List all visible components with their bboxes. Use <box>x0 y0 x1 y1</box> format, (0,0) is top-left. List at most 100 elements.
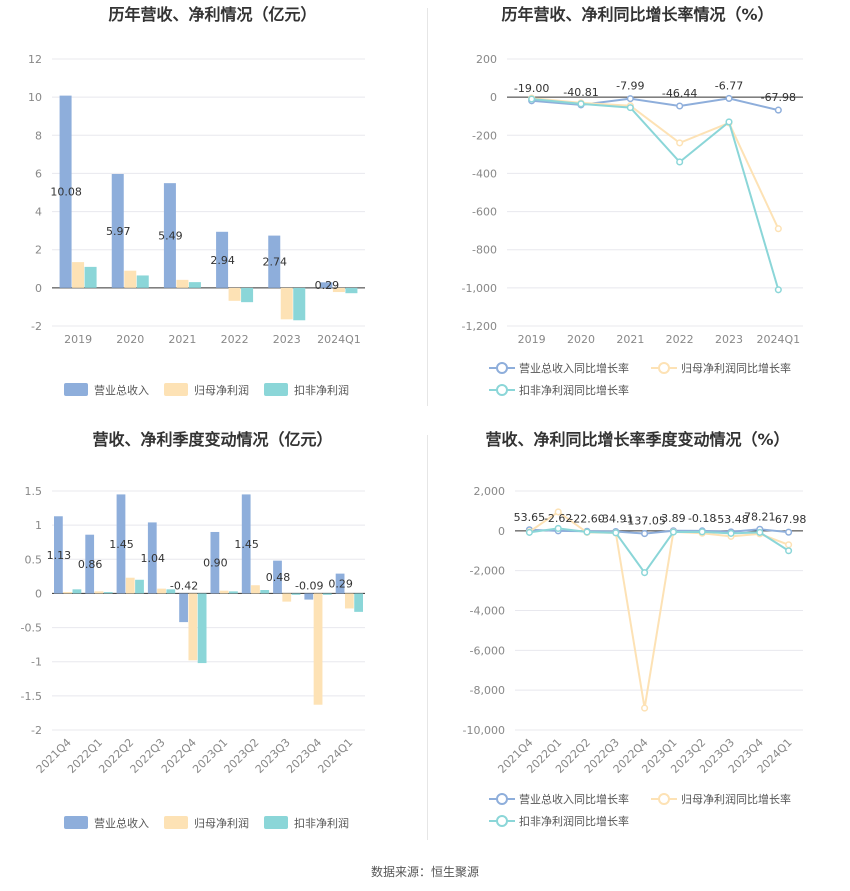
legend-label: 归母净利润同比增长率 <box>681 361 791 375</box>
chart-svg: 历年营收、净利情况（亿元） -2 0 2 4 6 8 10 12 2019 2020 2021 2022… <box>28 5 365 397</box>
x-tick-label: 2024Q1 <box>757 333 801 346</box>
bar-2 <box>354 593 363 612</box>
bar-1 <box>332 287 345 293</box>
series-point-2 <box>698 528 706 536</box>
data-label: -0.42 <box>170 579 198 592</box>
series-point-0 <box>676 102 684 110</box>
series-point-2 <box>525 528 533 536</box>
bar-2 <box>136 275 149 288</box>
data-label: -0.18 <box>688 512 716 525</box>
series-point-0 <box>785 528 793 536</box>
series-line-1 <box>528 510 789 709</box>
x-tick-label: 2020 <box>567 333 595 346</box>
y-tick-label: -800 <box>472 244 497 257</box>
legend-swatch <box>64 383 88 396</box>
legend-marker <box>496 815 508 827</box>
y-tick-label: 12 <box>28 53 42 66</box>
quarterly-revenue-profit-chart: 营收、净利季度变动情况（亿元） -2 -1.5 -1 -0.5 0 0.5 1 1.5 2021Q… <box>0 425 425 855</box>
data-label: 1.45 <box>109 538 134 551</box>
data-label: -137.05 <box>623 515 665 528</box>
series-point-0 <box>774 106 782 114</box>
y-tick-label: -2 <box>31 724 42 737</box>
series-point-2 <box>774 286 782 294</box>
x-tick-label: 2024Q1 <box>317 333 361 346</box>
bar-2 <box>197 593 207 664</box>
y-tick-label: 0 <box>35 282 42 295</box>
bar-1 <box>72 262 85 288</box>
y-tick-label: -4,000 <box>470 605 505 618</box>
data-label: 5.49 <box>158 230 183 243</box>
bar-1 <box>176 279 189 288</box>
y-tick-label: -2,000 <box>470 565 505 578</box>
bar-1 <box>63 592 73 594</box>
data-label: 0.29 <box>328 578 353 591</box>
legend-marker <box>496 362 508 374</box>
y-tick-label: -1.5 <box>21 690 42 703</box>
bar-2 <box>260 590 270 594</box>
annual-growth-rate-chart: 历年营收、净利同比增长率情况（%） -1,200 -1,000 -800 -600 -40… <box>425 0 850 410</box>
legend-marker <box>658 362 670 374</box>
y-tick-label: 1.5 <box>25 485 43 498</box>
bar-2 <box>84 266 97 288</box>
bar-2 <box>135 579 144 594</box>
bar-1 <box>94 591 104 594</box>
legend-label: 营业总收入同比增长率 <box>519 361 629 375</box>
bar-1 <box>251 585 260 594</box>
chart-svg: 营收、净利季度变动情况（亿元）-2-1.5-1-0.500.511.52021Q… <box>21 430 365 830</box>
bar-0 <box>147 522 157 594</box>
data-label: -0.09 <box>295 579 323 592</box>
data-label: 3.89 <box>661 512 686 525</box>
chart-title: 历年营收、净利同比增长率情况（%） <box>501 5 773 24</box>
series-point-2 <box>583 528 591 536</box>
data-label: -22.60 <box>569 512 604 525</box>
data-label: 1.13 <box>47 549 72 562</box>
series-point-2 <box>577 100 585 108</box>
x-tick-label: 2022 <box>221 333 249 346</box>
y-tick-label: 0 <box>35 587 42 600</box>
data-label: -2.62 <box>544 512 572 525</box>
y-tick-label: 2,000 <box>474 485 506 498</box>
bar-2 <box>293 287 306 321</box>
series-point-2 <box>669 528 677 536</box>
series-point-2 <box>626 104 634 112</box>
series-line-2 <box>529 527 790 575</box>
legend-marker <box>496 384 508 396</box>
legend-label: 归母净利润 <box>194 383 249 397</box>
bar-1 <box>157 588 166 594</box>
y-tick-label: -1 <box>31 656 42 669</box>
data-label: -46.44 <box>662 87 697 100</box>
bar-0 <box>216 231 229 288</box>
series-point-2 <box>727 529 735 537</box>
bar-1 <box>344 593 354 609</box>
data-label: 5.97 <box>106 225 131 238</box>
series-point-1 <box>676 139 684 147</box>
data-label: 2.94 <box>210 254 235 267</box>
bar-0 <box>241 494 251 594</box>
series-point-2 <box>725 118 733 126</box>
legend-label: 营业总收入 <box>94 383 149 397</box>
y-tick-label: 0.5 <box>25 553 43 566</box>
y-tick-label: -6,000 <box>470 644 505 657</box>
series-point-2 <box>641 569 649 577</box>
bar-0 <box>111 174 124 288</box>
data-label: -7.99 <box>616 80 644 93</box>
bar-2 <box>188 282 201 288</box>
series-point-0 <box>626 95 634 103</box>
data-label: -40.81 <box>563 86 598 99</box>
series-point-1 <box>641 704 649 712</box>
y-tick-label: 8 <box>35 129 42 142</box>
legend-label: 归母净利润同比增长率 <box>681 792 791 806</box>
series-line-2 <box>531 98 780 291</box>
data-label: 1.04 <box>141 552 166 565</box>
bar-0 <box>163 183 176 288</box>
series-point-1 <box>554 508 562 516</box>
y-tick-label: 0 <box>490 91 497 104</box>
bar-2 <box>322 593 332 595</box>
chart-title: 营收、净利季度变动情况（亿元） <box>92 430 332 449</box>
bar-2 <box>166 589 176 594</box>
bar-0 <box>179 593 188 623</box>
bar-1 <box>280 287 293 320</box>
quarterly-growth-rate-chart: 营收、净利同比增长率季度变动情况（%） -10,000 -8,000 -6,000 -4… <box>425 425 850 855</box>
legend-swatch <box>264 816 288 829</box>
y-tick-label: -0.5 <box>21 622 42 635</box>
